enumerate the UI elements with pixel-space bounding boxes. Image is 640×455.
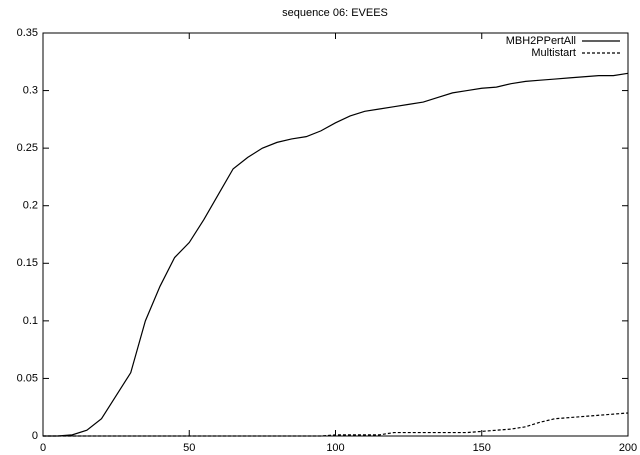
x-tick-label: 200 — [619, 442, 637, 454]
y-tick-label: 0.25 — [17, 142, 38, 154]
y-tick-label: 0.3 — [23, 84, 38, 96]
x-tick-label: 0 — [40, 442, 46, 454]
x-tick-label: 50 — [183, 442, 195, 454]
plot-frame — [42, 32, 629, 437]
y-tick-label: 0 — [32, 430, 38, 442]
series-line — [43, 72, 629, 437]
legend-label: MBH2PPertAll — [506, 35, 576, 47]
y-tick-label: 0.35 — [17, 27, 38, 39]
series-line — [43, 412, 629, 437]
chart-title: sequence 06: EVEES — [282, 7, 388, 19]
y-tick-label: 0.15 — [17, 257, 38, 269]
y-tick-label: 0.05 — [17, 372, 38, 384]
x-tick-label: 150 — [473, 442, 491, 454]
legend-label: Multistart — [531, 47, 576, 59]
y-tick-label: 0.2 — [23, 200, 38, 212]
x-tick-label: 100 — [326, 442, 344, 454]
y-tick-label: 0.1 — [23, 315, 38, 327]
